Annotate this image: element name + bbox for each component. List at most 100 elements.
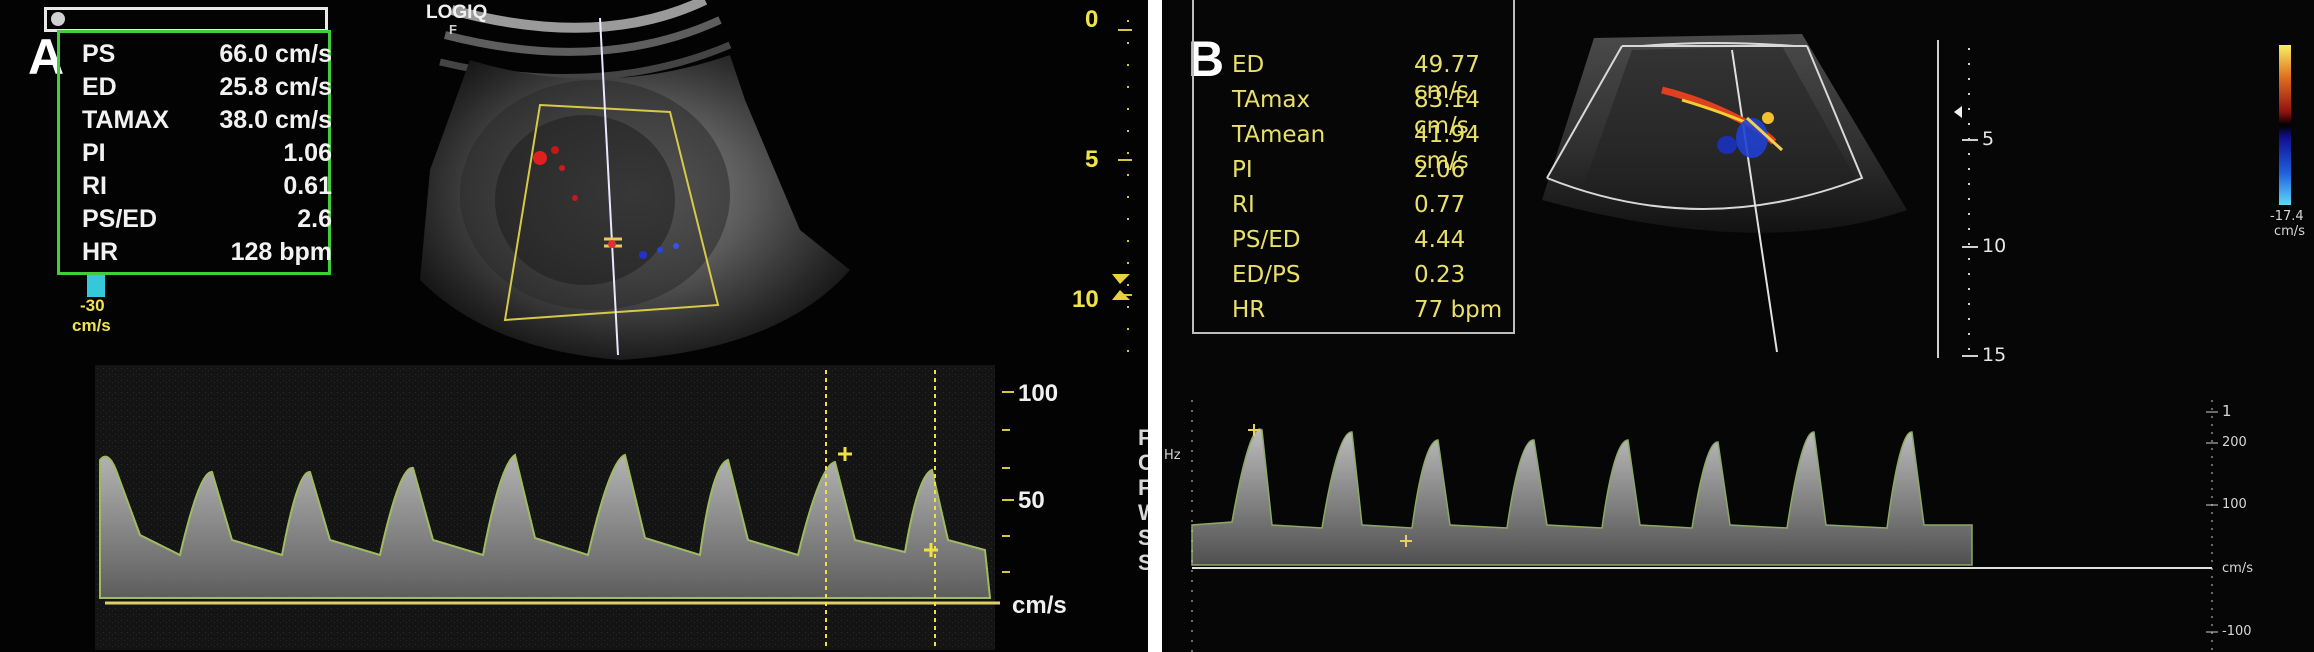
- b-row-label: TAmax: [1232, 87, 1311, 113]
- b-row-pi: PI 2.06: [1232, 157, 1508, 191]
- color-scale-unit: cm/s: [2274, 224, 2305, 239]
- b-row-value: 41.94 cm/s: [1414, 122, 1480, 174]
- a-row-label: HR: [82, 238, 119, 266]
- depth-label-10: 10: [1982, 235, 2007, 257]
- b-row-ed: ED 49.77 cm/s: [1232, 52, 1508, 104]
- brand-sub: F: [449, 22, 457, 37]
- a-row-ed: ED 25.8 cm/s: [82, 73, 332, 106]
- b-row-label: RI: [1232, 192, 1255, 218]
- b-row-label: PS/ED: [1232, 227, 1301, 253]
- doppler-label-50: 50: [1018, 487, 1045, 514]
- a-row-value: 66.0 cm/s: [219, 40, 332, 68]
- ps-cursor-icon: [1248, 424, 1260, 436]
- doppler-waveform: [99, 453, 992, 599]
- ps-cursor-icon: [838, 447, 852, 461]
- b-row-ri: RI 0.77: [1232, 192, 1508, 226]
- panel-a-ultrasound: A LOGIQ F PS 66.0 cm/s ED 25.8 cm/s TAMA…: [0, 0, 1148, 652]
- probe-arc: [450, 0, 708, 33]
- depth-ruler: [1112, 20, 1132, 360]
- a-row-value: 25.8 cm/s: [219, 73, 332, 101]
- panel-b-letter: B: [1188, 31, 1225, 87]
- depth-label-5: 5: [1982, 128, 1995, 150]
- a-row-hr: HR 128 bpm: [82, 238, 332, 271]
- a-row-value: 128 bpm: [230, 238, 332, 266]
- a-row-label: ED: [82, 73, 117, 101]
- side-char: W: [1138, 500, 1148, 526]
- doppler-scale-ticks: [1002, 391, 1014, 573]
- b-table-border-right: [1513, 0, 1515, 333]
- doppler-label-100: 100: [2222, 497, 2247, 512]
- b-table-border-bottom: [1192, 332, 1515, 334]
- side-char: S: [1138, 525, 1148, 550]
- a-row-label: TAMAX: [82, 106, 170, 134]
- doppler-label-1: 1: [2222, 402, 2232, 420]
- b-row-value: 77 bpm: [1414, 297, 1503, 323]
- a-row-value: 1.06: [283, 139, 332, 167]
- a-row-label: PS: [82, 40, 116, 68]
- b-row-psed: PS/ED 4.44: [1232, 227, 1508, 261]
- b-row-label: PI: [1232, 157, 1253, 183]
- a-measurement-box: [57, 30, 331, 275]
- a-row-label: PS/ED: [82, 205, 158, 233]
- a-row-value: 0.61: [283, 172, 332, 200]
- b-row-hr: HR 77 bpm: [1232, 297, 1508, 331]
- b-row-tamean: TAmean 41.94 cm/s: [1232, 122, 1508, 174]
- a-row-label: PI: [82, 139, 106, 167]
- a-header-bar: [44, 7, 328, 32]
- doppler-label-unit: cm/s: [1012, 592, 1067, 619]
- b-table-border-left: [1192, 0, 1194, 333]
- b-row-tamax: TAmax 83.14 cm/s: [1232, 87, 1508, 139]
- a-row-ri: RI 0.61: [82, 172, 332, 205]
- doppler-label-200: 200: [2222, 435, 2247, 450]
- color-roi-box: [503, 103, 720, 322]
- side-char: F: [1138, 425, 1148, 450]
- color-scale-min: -30: [80, 296, 105, 315]
- ed-cursor-icon: [1400, 535, 1412, 547]
- panel-b-ultrasound: B ED 49.77 cm/s TAmax 83.14 cm/s TAmean …: [1162, 0, 2314, 652]
- doppler-waveform: [1191, 428, 1973, 566]
- panel-a-graphics: [87, 0, 1132, 650]
- a-row-pi: PI 1.06: [82, 139, 332, 172]
- side-char: F: [1138, 475, 1148, 500]
- panel-b-graphics: [1191, 34, 2291, 652]
- b-row-label: ED/PS: [1232, 262, 1301, 288]
- depth-label-0: 0: [1085, 6, 1099, 33]
- a-row-psed: PS/ED 2.6: [82, 205, 332, 238]
- cursor-line: [599, 17, 619, 356]
- doppler-label-neg100: -100: [2222, 624, 2252, 639]
- b-row-label: ED: [1232, 52, 1265, 78]
- doppler-label-100: 100: [1018, 380, 1059, 407]
- depth-label-10: 10: [1072, 286, 1099, 313]
- b-row-value: 0.23: [1414, 262, 1466, 288]
- b-row-value: 49.77 cm/s: [1414, 52, 1480, 104]
- focus-marker-icon: [1112, 274, 1130, 300]
- a-row-value: 38.0 cm/s: [219, 106, 332, 134]
- b-row-edps: ED/PS 0.23: [1232, 262, 1508, 296]
- ed-cursor-icon: [924, 543, 938, 557]
- color-scale-unit: cm/s: [72, 316, 111, 335]
- depth-ruler: [1937, 40, 1978, 358]
- side-char: S: [1138, 550, 1148, 575]
- depth-label-5: 5: [1085, 146, 1099, 173]
- a-row-label: RI: [82, 172, 107, 200]
- doppler-label-unit: cm/s: [2222, 561, 2253, 576]
- b-row-label: TAmean: [1232, 122, 1326, 148]
- a-row-tamax: TAMAX 38.0 cm/s: [82, 106, 332, 139]
- color-scale-value: -17.4: [2270, 209, 2304, 224]
- doppler-scale-ticks: [2206, 400, 2218, 650]
- color-scale-bar: [2279, 45, 2291, 205]
- cursor-line: [1731, 49, 1778, 353]
- depth-label-15: 15: [1982, 344, 2007, 366]
- a-row-value: 2.6: [297, 205, 332, 233]
- color-flow-blue: [639, 251, 647, 259]
- brand-logo: LOGIQ: [426, 2, 488, 23]
- color-flow-red: [533, 151, 547, 165]
- a-row-ps: PS 66.0 cm/s: [82, 40, 332, 73]
- b-row-value: 83.14 cm/s: [1414, 87, 1480, 139]
- b-row-value: 0.77: [1414, 192, 1466, 218]
- color-scale-swatch: [87, 275, 105, 297]
- doppler-background: [95, 365, 995, 650]
- hz-label: Hz: [1164, 448, 1181, 463]
- b-row-value: 2.06: [1414, 157, 1466, 183]
- record-icon: [51, 12, 65, 26]
